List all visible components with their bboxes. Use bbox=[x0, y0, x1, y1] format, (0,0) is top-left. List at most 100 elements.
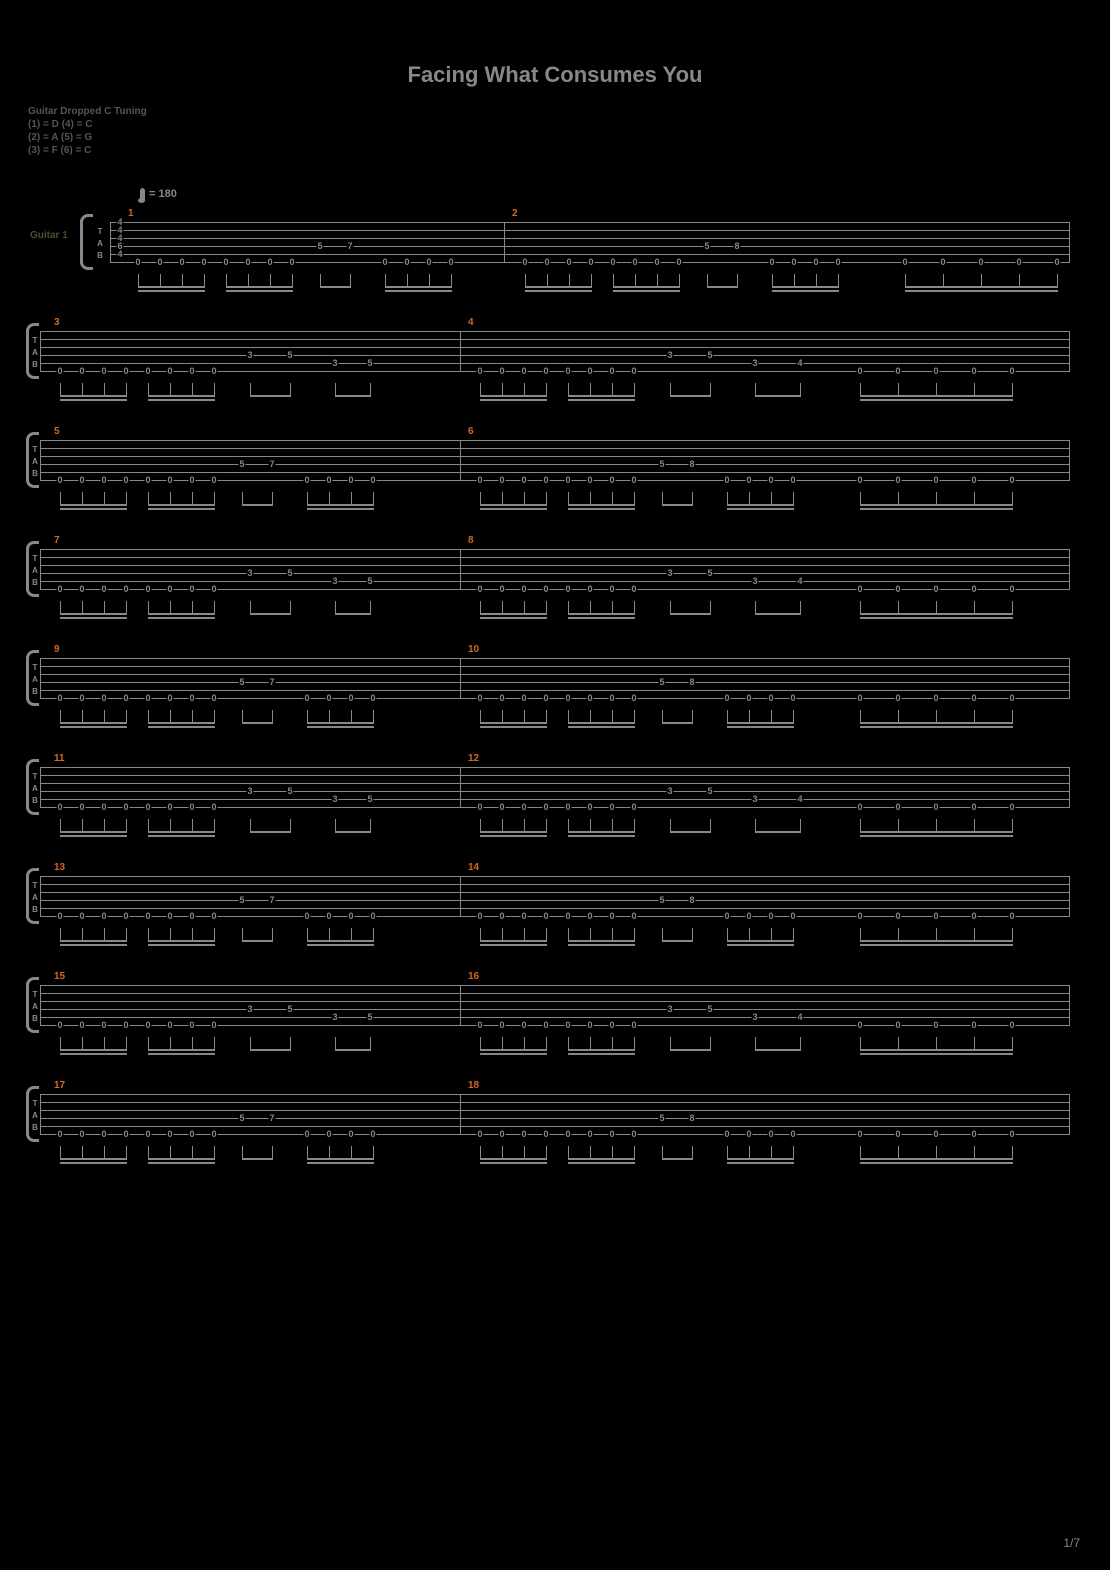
beam bbox=[662, 1158, 693, 1160]
fret-number: 0 bbox=[210, 912, 217, 921]
staff-line bbox=[40, 456, 1070, 457]
fret-number: 0 bbox=[244, 258, 251, 267]
barline bbox=[40, 331, 41, 371]
fret-number: 0 bbox=[1008, 912, 1015, 921]
tab-clef-letter: A bbox=[30, 676, 40, 684]
fret-number: 0 bbox=[498, 1021, 505, 1030]
beam bbox=[755, 395, 801, 397]
fret-number: 0 bbox=[768, 258, 775, 267]
fret-number: 0 bbox=[122, 585, 129, 594]
tab-clef-letter: A bbox=[30, 567, 40, 575]
fret-number: 3 bbox=[246, 569, 253, 578]
fret-number: 0 bbox=[812, 258, 819, 267]
staff-line bbox=[40, 347, 1070, 348]
fret-number: 0 bbox=[894, 585, 901, 594]
beam bbox=[480, 1162, 547, 1164]
beam bbox=[568, 504, 635, 506]
beam bbox=[568, 835, 635, 837]
fret-number: 5 bbox=[366, 1013, 373, 1022]
fret-number: 8 bbox=[688, 1114, 695, 1123]
fret-number: 0 bbox=[166, 694, 173, 703]
fret-number: 0 bbox=[166, 367, 173, 376]
beam-layer bbox=[40, 928, 1070, 950]
fret-number: 0 bbox=[1008, 1021, 1015, 1030]
fret-number: 0 bbox=[520, 585, 527, 594]
beam bbox=[707, 286, 738, 288]
beam bbox=[670, 1049, 711, 1051]
fret-number: 0 bbox=[586, 367, 593, 376]
beam bbox=[860, 399, 1013, 401]
tab-clef-letter: T bbox=[30, 773, 40, 781]
beam bbox=[568, 1049, 635, 1051]
tab-clef-letter: B bbox=[30, 470, 40, 478]
tab-clef-letter: B bbox=[30, 906, 40, 914]
fret-number: 7 bbox=[268, 460, 275, 469]
staff-line bbox=[110, 254, 1070, 255]
fret-number: 0 bbox=[134, 258, 141, 267]
fret-number: 0 bbox=[586, 694, 593, 703]
fret-number: 0 bbox=[100, 803, 107, 812]
fret-number: 5 bbox=[238, 1114, 245, 1123]
fret-number: 0 bbox=[564, 1130, 571, 1139]
measure-number: 7 bbox=[54, 535, 60, 546]
staff-line bbox=[40, 448, 1070, 449]
staff-line bbox=[40, 690, 1070, 691]
beam bbox=[568, 944, 635, 946]
beam bbox=[613, 286, 680, 288]
fret-number: 0 bbox=[630, 803, 637, 812]
fret-number: 0 bbox=[856, 912, 863, 921]
measure-number: 10 bbox=[468, 644, 479, 655]
fret-number: 0 bbox=[630, 367, 637, 376]
barline bbox=[40, 876, 41, 916]
tuning-header: Guitar Dropped C Tuning bbox=[28, 105, 147, 118]
measure-number: 4 bbox=[468, 317, 474, 328]
staff-line bbox=[40, 908, 1070, 909]
fret-number: 0 bbox=[653, 258, 660, 267]
fret-number: 0 bbox=[447, 258, 454, 267]
barline bbox=[40, 1094, 41, 1134]
fret-number: 0 bbox=[498, 803, 505, 812]
staff-line bbox=[40, 791, 1070, 792]
fret-number: 0 bbox=[834, 258, 841, 267]
fret-number: 0 bbox=[78, 803, 85, 812]
fret-number: 0 bbox=[56, 694, 63, 703]
fret-number: 3 bbox=[751, 577, 758, 586]
tab-clef-letter: B bbox=[30, 1015, 40, 1023]
barline bbox=[1069, 331, 1070, 371]
barline bbox=[460, 331, 461, 371]
beam bbox=[568, 722, 635, 724]
measure-number: 2 bbox=[512, 208, 518, 219]
beam-layer bbox=[40, 1037, 1070, 1059]
fret-number: 0 bbox=[745, 694, 752, 703]
fret-number: 0 bbox=[608, 585, 615, 594]
beam bbox=[670, 395, 711, 397]
measure-number: 17 bbox=[54, 1080, 65, 1091]
tab-clef-letter: B bbox=[30, 579, 40, 587]
fret-number: 0 bbox=[970, 803, 977, 812]
fret-number: 0 bbox=[894, 476, 901, 485]
fret-number: 0 bbox=[144, 367, 151, 376]
fret-number: 0 bbox=[586, 912, 593, 921]
fret-number: 0 bbox=[498, 367, 505, 376]
fret-number: 5 bbox=[658, 1114, 665, 1123]
barline bbox=[460, 876, 461, 916]
fret-number: 0 bbox=[932, 1130, 939, 1139]
fret-number: 0 bbox=[675, 258, 682, 267]
staff-line bbox=[40, 1009, 1070, 1010]
fret-number: 5 bbox=[286, 351, 293, 360]
fret-number: 0 bbox=[476, 585, 483, 594]
fret-number: 0 bbox=[498, 585, 505, 594]
staff-line bbox=[40, 440, 1070, 441]
fret-number: 0 bbox=[476, 1130, 483, 1139]
fret-number: 0 bbox=[789, 1130, 796, 1139]
staff-line bbox=[40, 884, 1070, 885]
fret-number: 0 bbox=[188, 912, 195, 921]
fret-number: 5 bbox=[706, 351, 713, 360]
staff-line bbox=[40, 363, 1070, 364]
fret-number: 5 bbox=[286, 1005, 293, 1014]
fret-number: 0 bbox=[564, 476, 571, 485]
fret-number: 5 bbox=[706, 569, 713, 578]
fret-number: 0 bbox=[608, 912, 615, 921]
beam bbox=[568, 1162, 635, 1164]
fret-number: 0 bbox=[166, 1021, 173, 1030]
